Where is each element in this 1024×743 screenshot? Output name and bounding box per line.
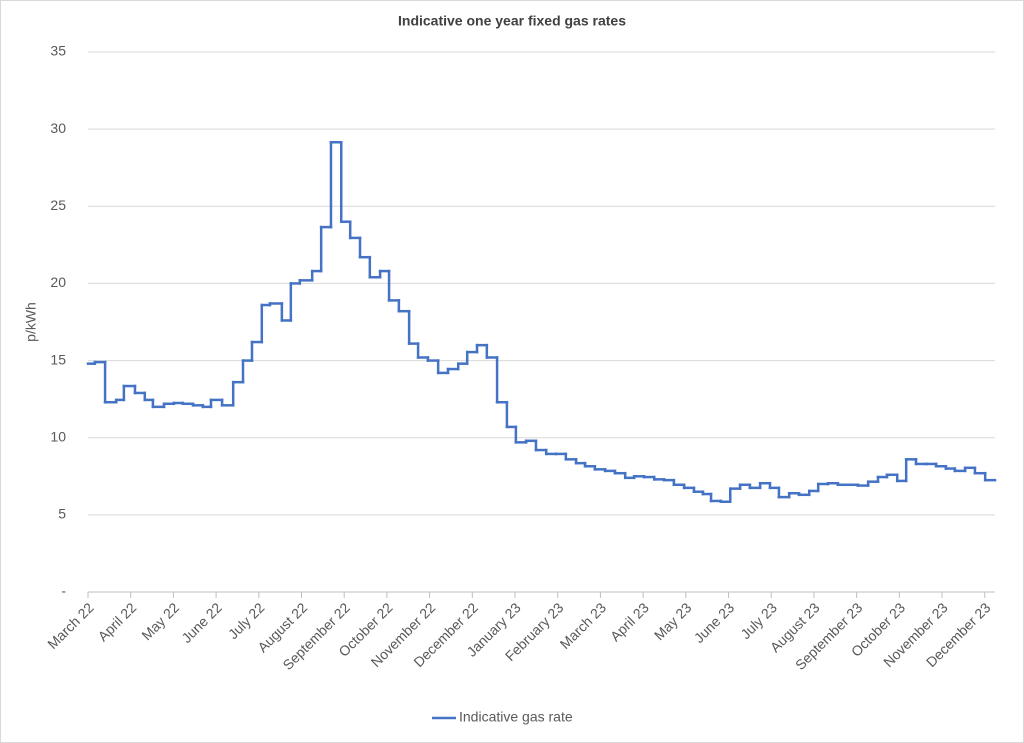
y-tick-label: 35 (50, 43, 66, 59)
chart-title: Indicative one year fixed gas rates (398, 13, 626, 29)
y-tick-label: - (61, 583, 66, 599)
y-axis-label: p/kWh (23, 302, 39, 342)
y-tick-label: 25 (50, 197, 66, 213)
y-tick-label: 10 (50, 428, 66, 444)
legend-label: Indicative gas rate (459, 709, 573, 725)
y-tick-label: 30 (50, 120, 66, 136)
y-tick-label: 20 (50, 274, 66, 290)
y-tick-label: 5 (58, 506, 66, 522)
y-tick-label: 15 (50, 351, 66, 367)
